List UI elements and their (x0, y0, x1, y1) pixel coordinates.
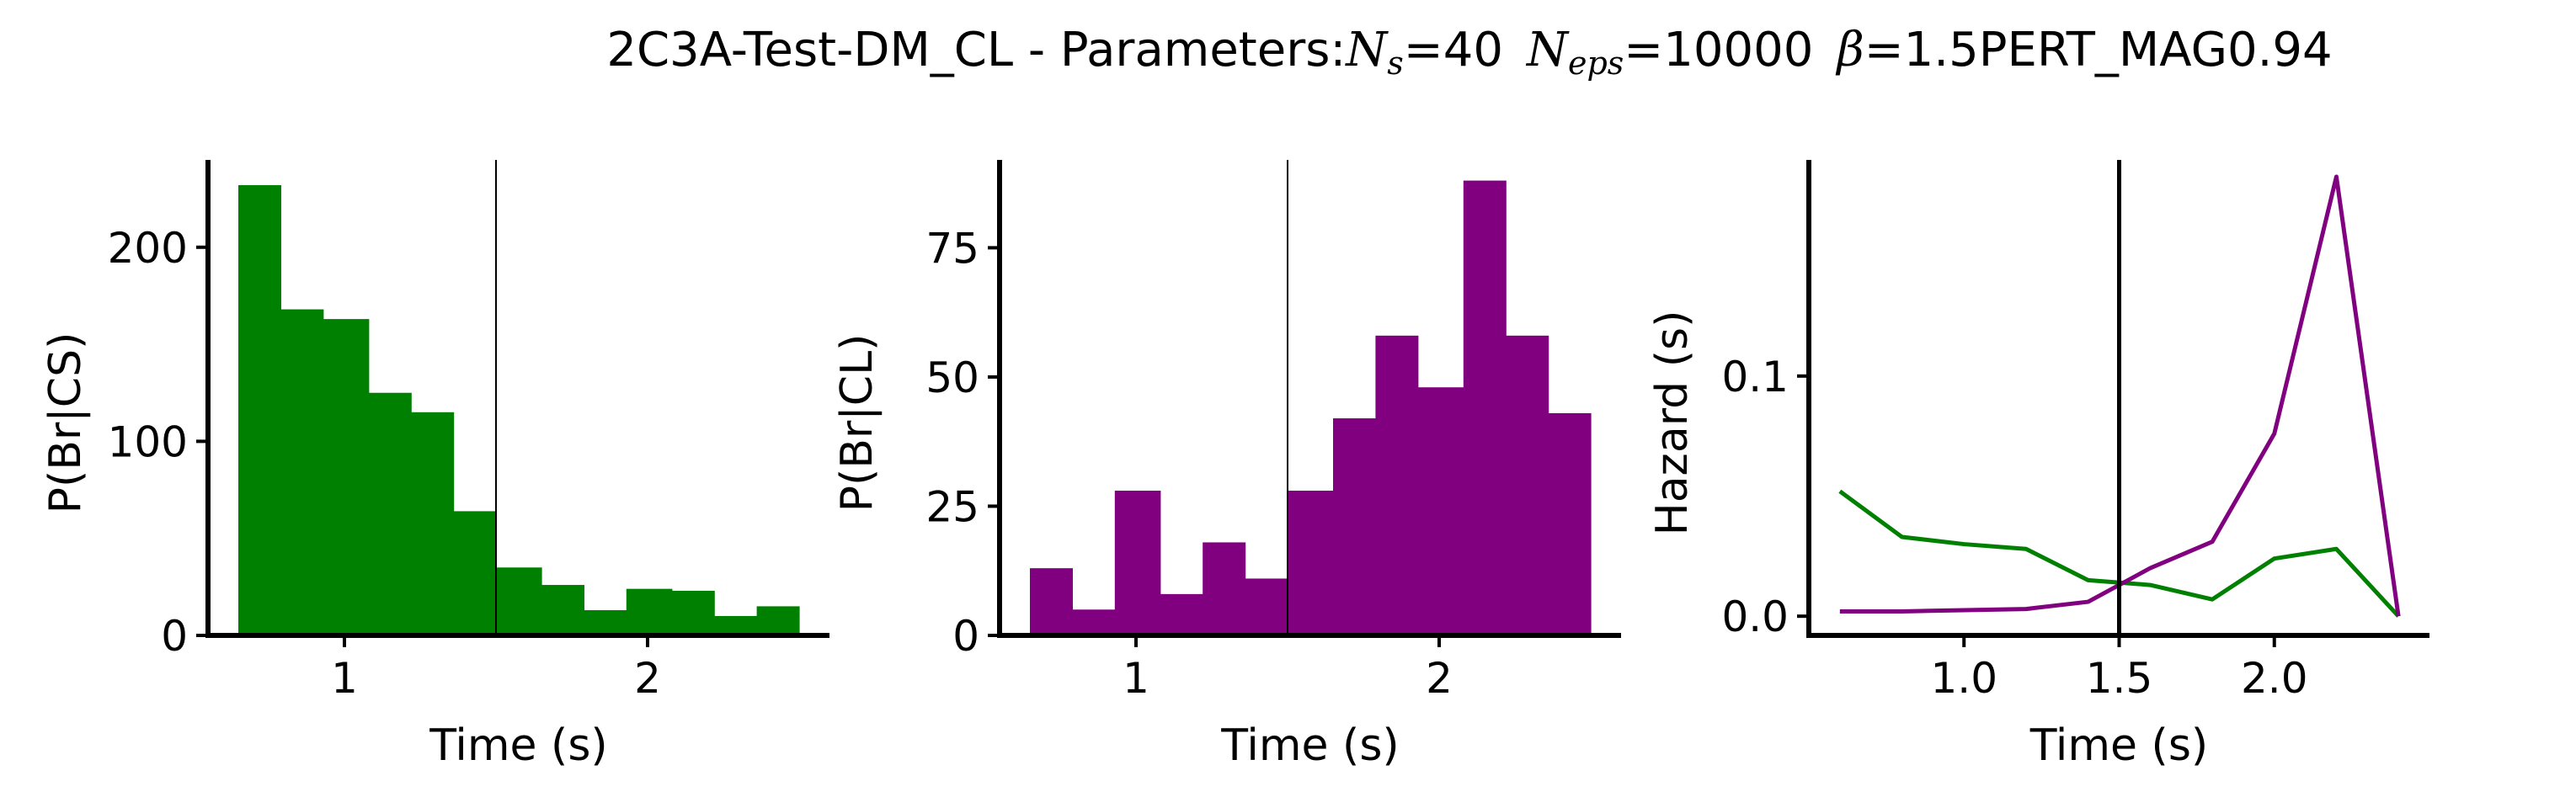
cl-y-ticks: 0 25 50 75 (925, 224, 1000, 661)
cl-x-tick-label-0: 1 (1123, 654, 1149, 703)
cl-bar-11 (1506, 335, 1549, 635)
cs-bar-3 (368, 392, 412, 635)
cl-bar-5 (1245, 578, 1288, 635)
cs-y-tick-label-2: 200 (108, 224, 188, 273)
cs-bar-0 (238, 184, 281, 635)
cs-bar-4 (411, 412, 455, 635)
cs-bar-9 (626, 588, 673, 635)
cl-bar-3 (1160, 593, 1203, 635)
hazard-y-axis-label: Hazard (s) (1647, 311, 1698, 536)
cs-bar-5 (453, 511, 497, 635)
hazard-y-tick-label-0: 0.0 (1721, 592, 1789, 641)
title-ns-subscript: s (1387, 45, 1404, 82)
cl-bar-6 (1288, 491, 1334, 635)
hazard-x-ticks: 1.0 1.5 2.0 (1930, 635, 2308, 703)
cs-bar-6 (496, 567, 542, 635)
hazard-x-tick-label-1: 1.5 (2086, 654, 2153, 703)
hazard-x-tick-label-0: 1.0 (1930, 654, 1997, 703)
title-neps-subscript: eps (1568, 45, 1624, 82)
cl-bar-2 (1114, 491, 1161, 635)
cl-bars (1030, 180, 1592, 636)
cs-bars (238, 184, 800, 635)
cs-x-axis-label: Time (s) (429, 720, 607, 771)
hazard-y-tick-label-1: 0.1 (1721, 353, 1789, 401)
cs-bar-2 (323, 319, 370, 635)
cs-y-tick-label-1: 100 (108, 417, 188, 466)
cs-bar-7 (541, 585, 584, 635)
cl-bar-7 (1333, 418, 1376, 635)
cl-bar-1 (1072, 609, 1116, 635)
title-prefix: 2C3A-Test-DM_CL - Parameters: (606, 23, 1346, 77)
cs-y-tick-label-0: 0 (161, 612, 188, 661)
hazard-x-axis-label: Time (s) (2029, 720, 2208, 771)
title-beta-symbol: β (1835, 23, 1864, 77)
cl-y-tick-label-0: 0 (952, 612, 979, 661)
cl-bar-12 (1548, 412, 1592, 635)
cs-x-tick-label-1: 2 (634, 654, 661, 703)
title-beta-value: =1.5PERT_MAG0.94 (1864, 23, 2333, 77)
cs-bar-12 (756, 606, 800, 635)
cl-x-axis-label: Time (s) (1220, 720, 1399, 771)
cl-bar-0 (1030, 568, 1073, 635)
cl-bar-9 (1417, 387, 1464, 635)
cl-y-tick-label-2: 50 (925, 353, 979, 402)
title-neps-symbol: N (1525, 23, 1570, 77)
cs-y-ticks: 0 100 200 (108, 224, 208, 661)
title-neps-value: =10000 (1624, 23, 1813, 77)
figure-title: 2C3A-Test-DM_CL - Parameters:Ns=40 Neps=1… (606, 23, 2332, 82)
cl-x-tick-label-1: 2 (1426, 654, 1453, 703)
cl-y-axis-label: P(Br|CL) (832, 334, 883, 513)
cs-x-tick-label-0: 1 (331, 654, 358, 703)
cs-y-axis-label: P(Br|CS) (40, 332, 91, 514)
cl-y-tick-label-3: 75 (925, 224, 979, 273)
cs-bar-8 (584, 610, 627, 635)
cs-bar-10 (671, 590, 715, 635)
hazard-y-ticks: 0.0 0.1 (1721, 353, 1809, 641)
title-ns-symbol: N (1344, 23, 1389, 77)
cl-bar-10 (1463, 180, 1507, 636)
cl-y-tick-label-1: 25 (925, 482, 979, 531)
hazard-x-tick-label-2: 2.0 (2241, 654, 2308, 703)
cl-bar-4 (1203, 542, 1246, 635)
title-ns-value: =40 (1404, 23, 1503, 77)
cl-bar-8 (1375, 335, 1419, 635)
cs-bar-11 (714, 615, 758, 635)
cs-bar-1 (280, 309, 324, 635)
panel-hazard-lines: 1.0 1.5 2.0 0.0 0.1 Time (s) Hazard (s) (1647, 160, 2429, 771)
